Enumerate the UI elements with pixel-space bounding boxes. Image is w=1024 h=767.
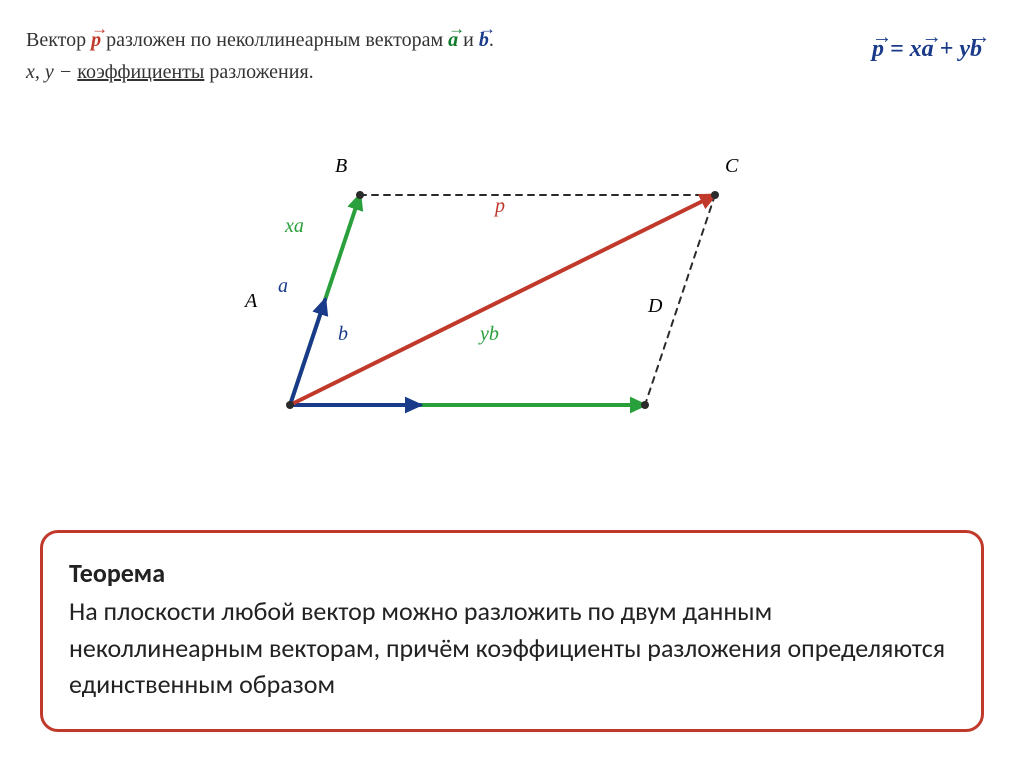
vec-label-yb: yb⃗	[480, 323, 514, 346]
intro-tail: разложения.	[204, 61, 313, 83]
vec-label-p: p⃗	[495, 195, 521, 218]
intro-vec-p: p	[91, 24, 101, 56]
point-label-D: D	[648, 295, 662, 318]
formula-p: p	[872, 36, 884, 63]
decomposition-formula: p = xa + yb	[872, 36, 982, 63]
formula-y: y	[959, 36, 970, 62]
vec-label-a: a⃗	[278, 275, 304, 298]
formula-b: b	[970, 36, 982, 63]
diagram-svg	[170, 135, 800, 445]
point-label-B: B	[335, 155, 347, 178]
theorem-box: Теорема На плоскости любой вектор можно …	[40, 530, 984, 732]
intro-text: Вектор p разложен по неколлинеарным вект…	[26, 24, 494, 88]
intro-xy: x, y −	[26, 61, 77, 83]
intro-part1: Вектор	[26, 29, 91, 51]
theorem-body: На плоскости любой вектор можно разложит…	[69, 593, 955, 702]
vec-label-xa: xa⃗	[285, 215, 319, 238]
vec-label-b: b⃗	[338, 323, 364, 346]
point-label-A: A	[245, 290, 257, 313]
theorem-title: Теорема	[69, 555, 955, 591]
intro-coeff: коэффициенты	[77, 61, 204, 83]
intro-part2: разложен по неколлинеарным векторам	[101, 29, 448, 51]
vector-diagram: A B C D xa⃗ a⃗ b⃗ p⃗ yb⃗	[170, 135, 800, 445]
point-label-C: C	[725, 155, 738, 178]
intro-vec-a: a	[448, 24, 458, 56]
formula-a: a	[922, 36, 934, 63]
formula-x: x	[910, 36, 922, 62]
intro-vec-b: b	[479, 24, 489, 56]
